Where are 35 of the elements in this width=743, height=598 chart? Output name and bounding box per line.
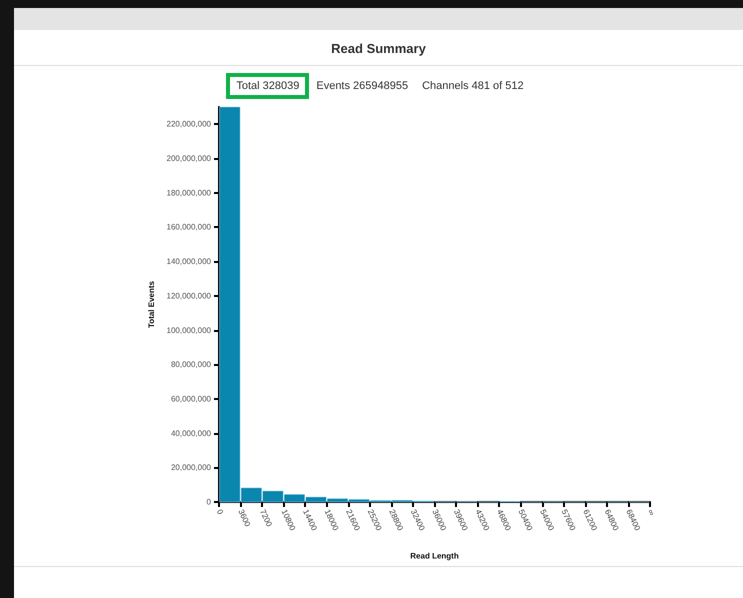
- text: Channels 481 of 512: [421, 79, 525, 94]
- x-tick-label: 50400: [516, 508, 534, 533]
- y-tick-label: 200,000,000: [166, 154, 212, 164]
- x-tick-label: 25200: [366, 508, 384, 533]
- x-tick-label: 10800: [280, 508, 298, 533]
- x-tick-label: 3600: [236, 508, 252, 529]
- y-tick-label: 40,000,000: [170, 428, 212, 438]
- x-tick-label: 32400: [408, 508, 427, 533]
- x-tick-label: 68400: [624, 508, 642, 533]
- y-tick-label: 160,000,000: [166, 222, 212, 232]
- y-tick-label: 140,000,000: [166, 257, 212, 266]
- y-tick-label: 120,000,000: [166, 291, 212, 300]
- x-tick-label: 28800: [387, 508, 406, 533]
- y-axis-title: Total Events: [147, 280, 156, 328]
- x-tick-label: 64800: [602, 508, 621, 533]
- x-tick-label: ∞: [646, 508, 657, 518]
- x-tick-label: 0: [214, 508, 226, 516]
- x-tick-label: 43200: [474, 508, 492, 533]
- y-tick-label: 20,000,000: [170, 463, 212, 472]
- y-tick-label: 60,000,000: [170, 394, 212, 404]
- x-tick-label: 46800: [495, 508, 513, 533]
- x-tick-label: 7200: [258, 508, 274, 529]
- chart-title: Read Summary: [330, 41, 427, 56]
- x-tick-label: 61200: [581, 508, 600, 533]
- x-tick-label: 57600: [560, 508, 578, 533]
- y-tick-label: 100,000,000: [166, 326, 212, 335]
- x-axis-title: Read Length: [410, 552, 459, 560]
- text: Events 265948955: [315, 79, 410, 94]
- x-tick-label: 39600: [452, 508, 470, 533]
- x-tick-label: 36000: [430, 508, 448, 533]
- y-tick-label: 0: [206, 498, 212, 506]
- y-tick-label: 220,000,000: [166, 120, 212, 129]
- y-tick-label: 180,000,000: [166, 188, 212, 198]
- y-tick-label: 80,000,000: [170, 360, 212, 370]
- x-tick-label: 54000: [538, 508, 556, 533]
